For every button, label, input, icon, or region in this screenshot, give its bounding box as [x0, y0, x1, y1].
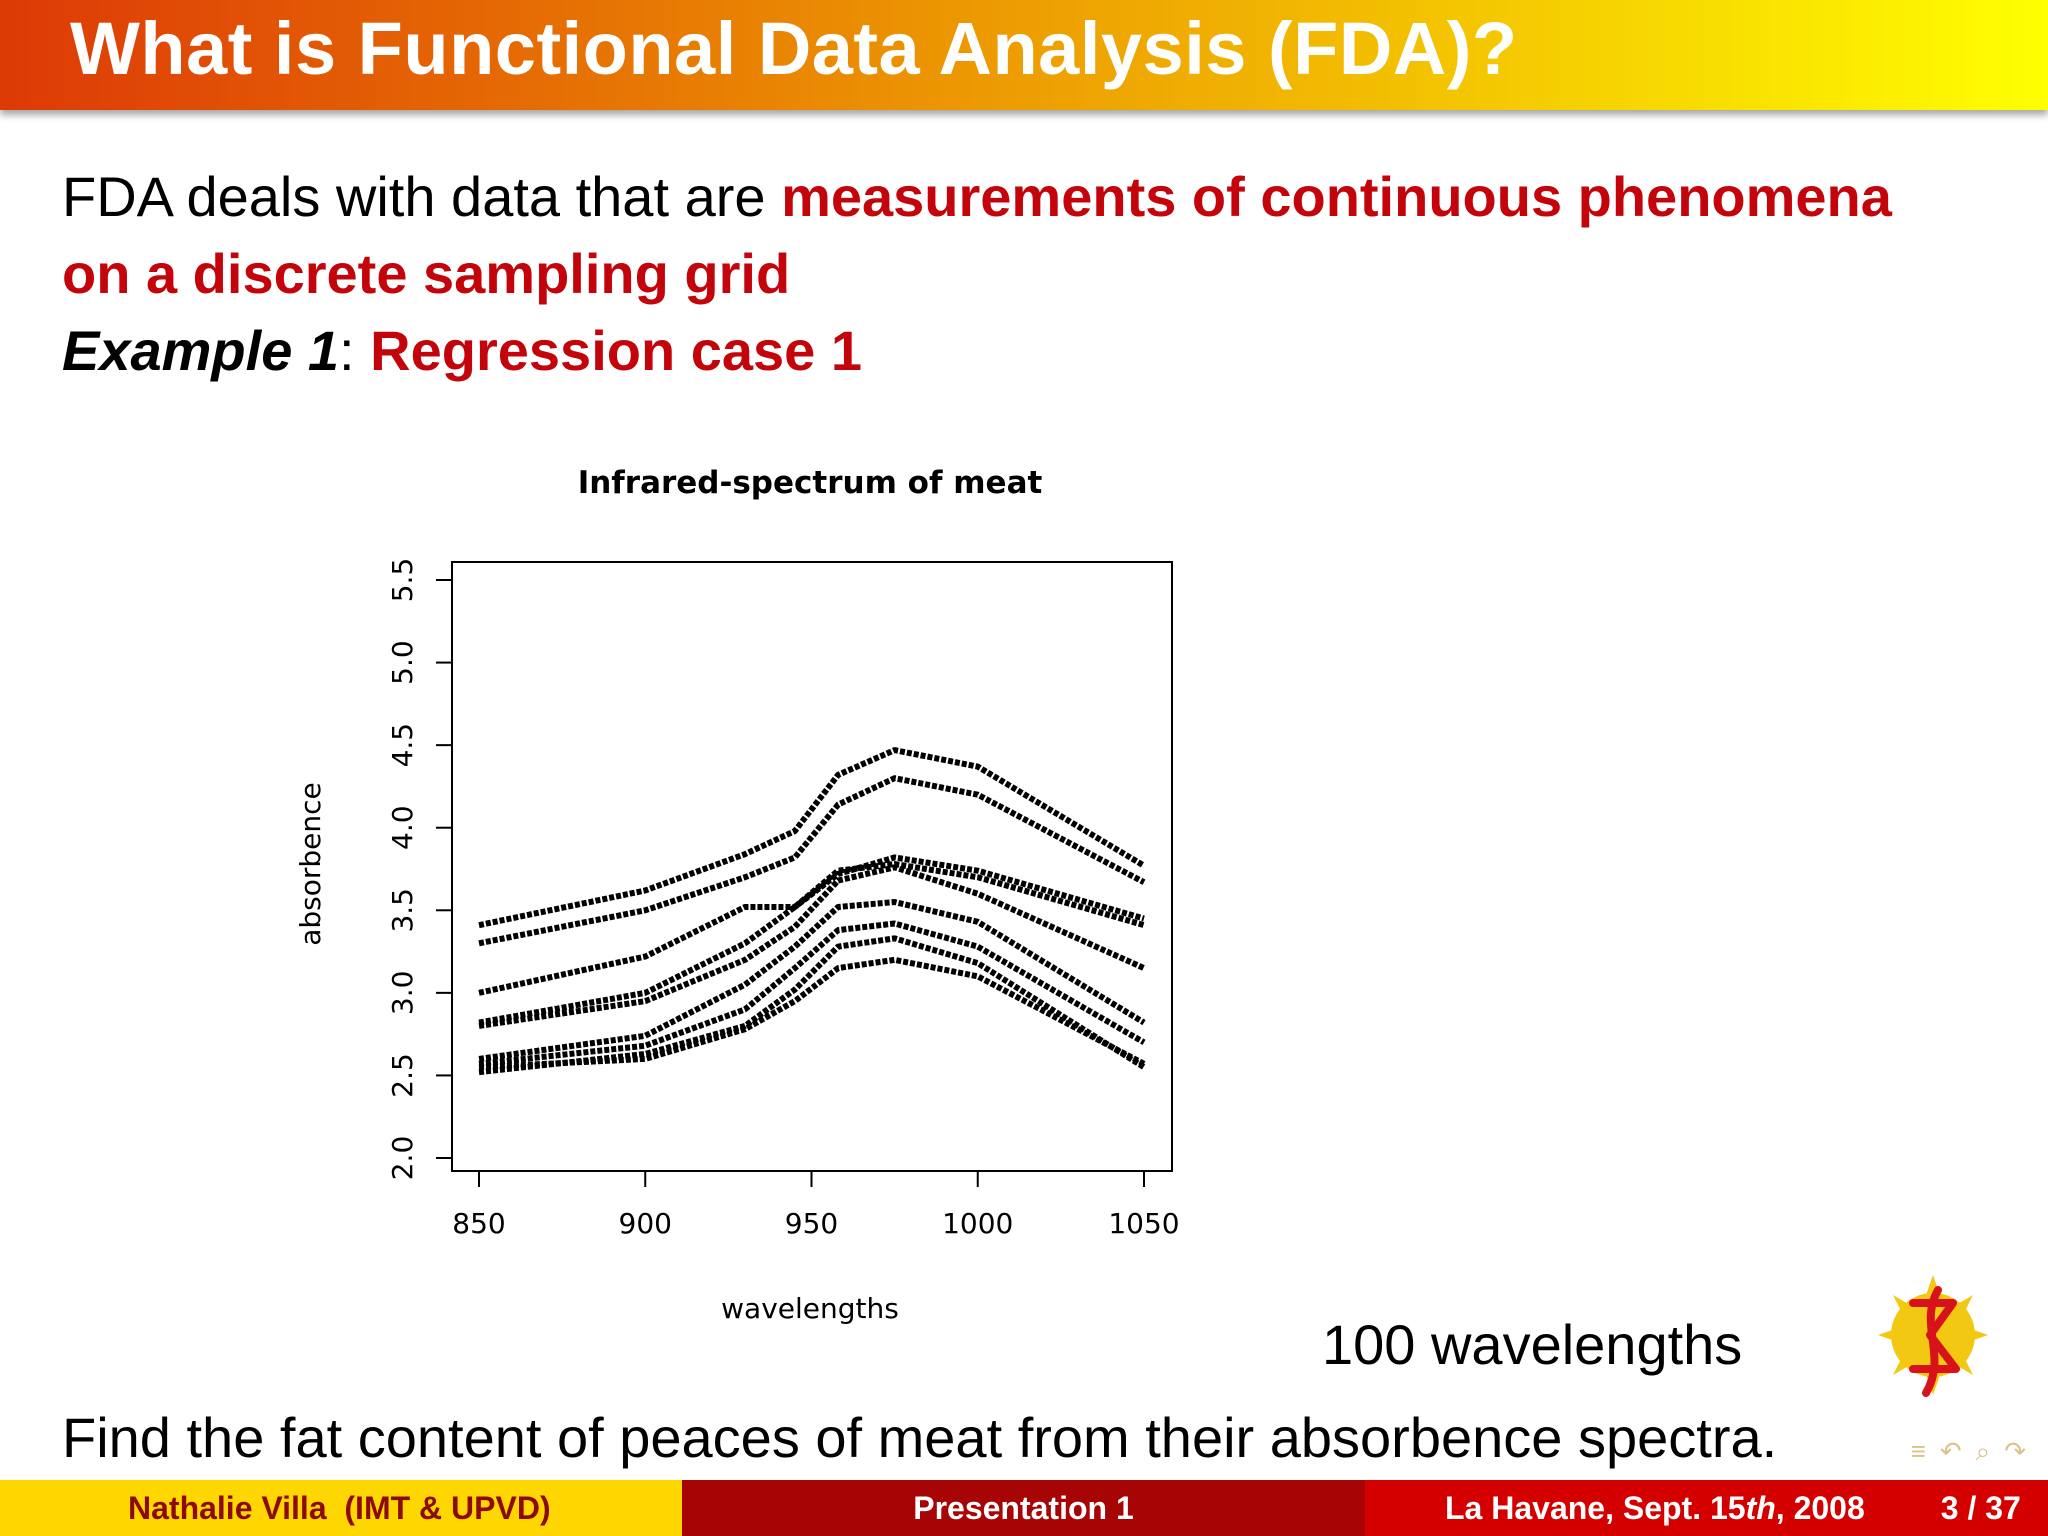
x-axis-label: wavelengths: [721, 1292, 899, 1325]
spectrum-curve-8: [478, 935, 1146, 1076]
intro-plain: FDA deals with data that are: [62, 165, 782, 228]
spectrum-curve-4: [478, 861, 1145, 1026]
intro-highlight-2: on a discrete sampling grid: [62, 242, 791, 305]
page-number: 3 / 37: [1940, 1489, 2021, 1526]
y-tick-label: 3.0: [386, 971, 419, 1016]
intro-line-1: FDA deals with data that are measurement…: [62, 158, 2022, 235]
institution-logo: [1878, 1275, 1988, 1397]
x-tick-label: 1050: [1108, 1207, 1179, 1240]
example-line: Example 1: Regression case 1: [62, 312, 2022, 389]
spectrum-curve-1: [478, 747, 1146, 929]
spectrum-curve-7: [478, 920, 1146, 1067]
intro-highlight-1: measurements of continuous phenomena: [781, 165, 1892, 228]
search-icon[interactable]: ⌕: [1975, 1436, 1991, 1466]
slide-header: What is Functional Data Analysis (FDA)?: [0, 0, 2048, 110]
spectrum-chart: Infrared-spectrum of meat 850 900 950 1000 1…: [280, 450, 1220, 1350]
footer-author-box: Nathalie Villa (IMT & UPVD): [0, 1480, 682, 1536]
x-tick-label: 850: [452, 1207, 505, 1240]
footer-title-box: Presentation 1: [682, 1480, 1365, 1536]
y-tick-label: 3.5: [386, 888, 419, 933]
x-tick-label: 950: [785, 1207, 838, 1240]
y-tick-label: 2.0: [386, 1136, 419, 1181]
logo-emblem: [1909, 1286, 1960, 1397]
x-axis: 850 900 950 1000 1050: [452, 1170, 1180, 1240]
y-tick-label: 4.5: [386, 723, 419, 768]
spectrum-curve-9: [478, 956, 1146, 1071]
footer-date: La Havane, Sept. 15th, 2008: [1445, 1490, 1865, 1527]
footer-date-suffix: th: [1745, 1489, 1776, 1526]
redo-icon[interactable]: ↷: [2004, 1436, 2026, 1466]
y-tick-label: 4.0: [386, 805, 419, 850]
x-tick-label: 900: [619, 1207, 672, 1240]
footer-presentation: Presentation 1: [913, 1489, 1134, 1526]
plot-frame: [451, 561, 1173, 1172]
beamer-nav: ≡ ↶ ⌕ ↷: [1911, 1436, 2026, 1468]
example-label: Example 1: [62, 319, 340, 382]
y-tick-label: 5.5: [386, 558, 419, 603]
curves: [478, 747, 1146, 1076]
example-separator: :: [339, 319, 371, 382]
undo-icon[interactable]: ↶: [1939, 1436, 1962, 1466]
y-tick-label: 2.5: [386, 1053, 419, 1098]
wavelength-note: 100 wavelengths: [1322, 1313, 1743, 1376]
align-icon[interactable]: ≡: [1910, 1436, 1926, 1466]
task-statement: Find the fat content of peaces of meat f…: [62, 1406, 1778, 1469]
slide-footer: Nathalie Villa (IMT & UPVD) Presentation…: [0, 1480, 2048, 1536]
chart-svg: Infrared-spectrum of meat 850 900 950 1000 1…: [294, 465, 1180, 1325]
spectrum-curve-2: [478, 775, 1146, 947]
x-tick-label: 1000: [942, 1207, 1013, 1240]
footer-author: Nathalie Villa (IMT & UPVD): [128, 1489, 551, 1526]
example-title: Regression case 1: [370, 319, 863, 382]
footer-date-year: , 2008: [1775, 1489, 1865, 1526]
y-tick-label: 5.0: [386, 640, 419, 685]
spectrum-curve-5: [478, 864, 1146, 1029]
footer-date-prefix: La Havane, Sept. 15: [1445, 1489, 1746, 1526]
spectrum-curve-3: [478, 854, 1145, 996]
slide-title: What is Functional Data Analysis (FDA)?: [70, 7, 1518, 90]
intro-line-2: on a discrete sampling grid: [62, 235, 2022, 312]
footer-date-box: La Havane, Sept. 15th, 2008 3 / 37: [1365, 1480, 2048, 1536]
chart-title: Infrared-spectrum of meat: [578, 465, 1043, 501]
y-axis-label: absorbence: [294, 782, 327, 946]
spectrum-curve-6: [478, 899, 1146, 1062]
y-axis: 2.0 2.5 3.0 3.5 4.0 4.5 5.0 5.5: [386, 558, 453, 1181]
intro-text: FDA deals with data that are measurement…: [62, 158, 2022, 389]
